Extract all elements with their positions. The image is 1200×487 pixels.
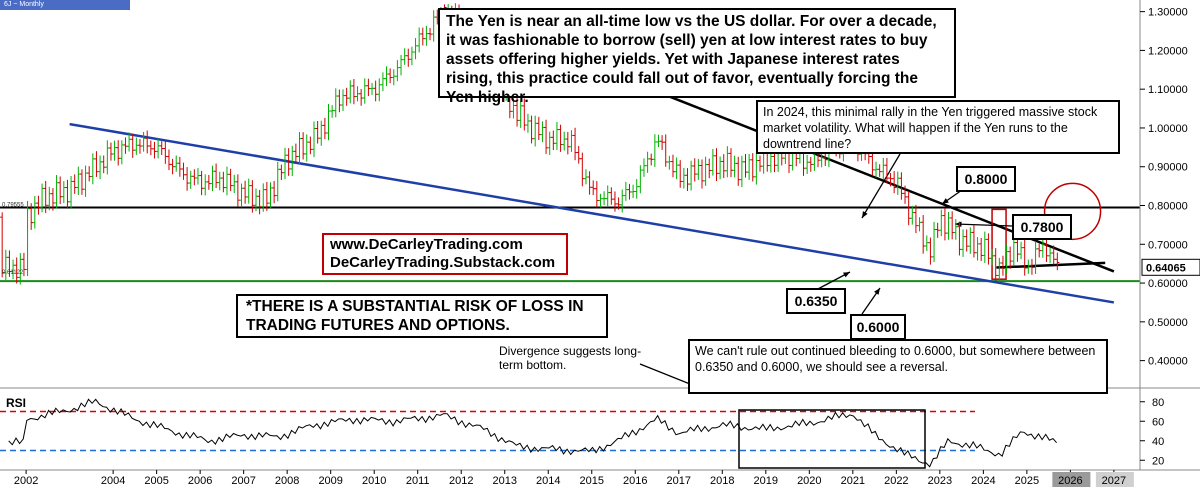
level-0635-label: 0.6350 <box>786 288 846 314</box>
level-0800-arrow-head <box>942 198 949 204</box>
rsi-tick-label: 20 <box>1152 455 1164 467</box>
y-tick-label: 1.10000 <box>1148 84 1188 96</box>
y-tick-label: 0.80000 <box>1148 201 1188 213</box>
level-0780-arrow <box>954 223 1013 227</box>
x-tick-label: 2004 <box>101 475 125 487</box>
uptrend-line <box>69 122 1115 304</box>
future-year-shade <box>1095 472 1134 487</box>
x-tick-label: 2014 <box>536 475 560 487</box>
level-0600-label: 0.6000 <box>850 314 906 340</box>
low-price-mark: 0.61122 <box>2 270 24 276</box>
x-tick-label: 2006 <box>188 475 212 487</box>
y-tick-label: 0.70000 <box>1148 239 1188 251</box>
target-circle <box>1043 182 1102 241</box>
rally-arrow-head <box>862 211 868 218</box>
x-tick-label: 2025 <box>1015 475 1039 487</box>
x-tick-label: 2009 <box>318 475 342 487</box>
level-0780-label: 0.7800 <box>1012 214 1072 240</box>
website-link-1[interactable]: www.DeCarleyTrading.com <box>330 236 523 253</box>
bleed-note-box: We can't rule out continued bleeding to … <box>688 339 1108 394</box>
x-tick-label: 2021 <box>841 475 865 487</box>
last-price-box <box>1141 258 1200 276</box>
website-box[interactable]: www.DeCarleyTrading.com DeCarleyTrading.… <box>322 233 568 275</box>
x-tick-label: 2011 <box>406 475 430 487</box>
y-tick-label: 1.20000 <box>1148 45 1188 57</box>
future-year-shade <box>1052 472 1091 487</box>
x-tick-label: 2015 <box>580 475 604 487</box>
divergence-note: Divergence suggests long-term bottom. <box>499 344 642 372</box>
x-tick-label: 2020 <box>797 475 821 487</box>
x-tick-label: 2024 <box>971 475 995 487</box>
x-tick-label: 2008 <box>275 475 299 487</box>
rsi-label: RSI <box>6 396 27 410</box>
x-tick-label: 2018 <box>710 475 734 487</box>
rsi-divergence-box <box>738 409 926 469</box>
x-tick-label: 2027 <box>1102 475 1126 487</box>
yen-commentary-box: The Yen is near an all-time low vs the U… <box>438 8 956 106</box>
projection-line <box>996 261 1106 269</box>
x-tick-label: 2017 <box>667 475 691 487</box>
x-tick-label: 2013 <box>492 475 516 487</box>
rally-arrow <box>861 153 901 219</box>
symbol-header[interactable]: 6J ~ Monthly <box>0 0 130 10</box>
risk-disclaimer: *THERE IS A SUBSTANTIAL RISK OF LOSS IN … <box>236 294 608 338</box>
rsi-panel <box>0 398 1057 469</box>
last-price-label: 0.64065 <box>1146 262 1186 274</box>
y-tick-label: 1.30000 <box>1148 7 1188 19</box>
x-tick-label: 2022 <box>884 475 908 487</box>
level-0635-arrow-head <box>843 272 850 278</box>
level-0800-label: 0.8000 <box>956 166 1016 192</box>
rsi-tick-label: 60 <box>1152 416 1164 428</box>
y-tick-label: 0.40000 <box>1148 356 1188 368</box>
y-tick-label: 0.90000 <box>1148 162 1188 174</box>
rsi-tick-label: 40 <box>1152 436 1164 448</box>
rsi-tick-label: 80 <box>1152 397 1164 409</box>
x-tick-label: 2007 <box>231 475 255 487</box>
level-0600-arrow-head <box>874 288 880 295</box>
x-tick-label: 2012 <box>449 475 473 487</box>
x-tick-label: 2026 <box>1058 475 1082 487</box>
x-tick-label: 2019 <box>754 475 778 487</box>
x-tick-label: 2016 <box>623 475 647 487</box>
rsi-line <box>8 398 1057 468</box>
y-tick-label: 1.00000 <box>1148 123 1188 135</box>
y-tick-label: 0.50000 <box>1148 317 1188 329</box>
rally-2024-box: In 2024, this minimal rally in the Yen t… <box>756 100 1120 154</box>
x-tick-label: 2002 <box>14 475 38 487</box>
x-tick-label: 2005 <box>144 475 168 487</box>
x-tick-label: 2010 <box>362 475 386 487</box>
y-tick-label: 0.60000 <box>1148 278 1188 290</box>
mid-price-mark: 0.79555 <box>2 203 24 209</box>
website-link-2[interactable]: DeCarleyTrading.Substack.com <box>330 254 556 271</box>
x-tick-label: 2023 <box>928 475 952 487</box>
